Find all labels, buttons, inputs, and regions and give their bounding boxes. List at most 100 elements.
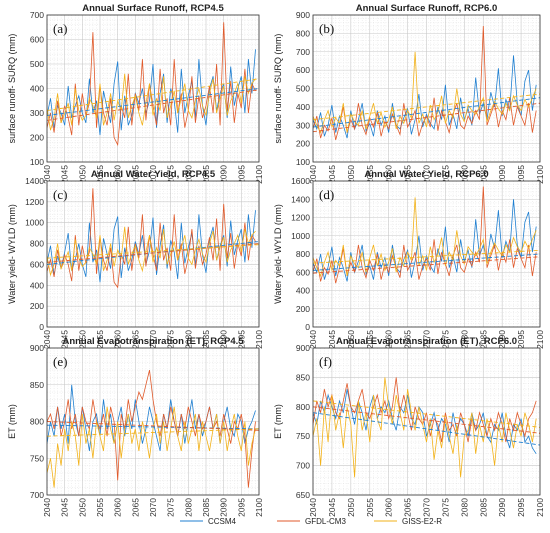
trend-line-giss-e2-r bbox=[313, 93, 540, 121]
y-tick-label: 800 bbox=[30, 239, 44, 249]
y-tick-label: 1400 bbox=[25, 176, 44, 186]
x-tick-label: 2085 bbox=[478, 498, 488, 517]
x-tick-label: 2100 bbox=[535, 330, 545, 349]
series-group bbox=[313, 186, 540, 284]
x-tick-label: 2050 bbox=[77, 330, 87, 349]
y-axis-label: surface runoff- SURQ (mm) bbox=[273, 34, 283, 144]
x-tick-label: 2095 bbox=[516, 498, 526, 517]
y-tick-label: 1000 bbox=[291, 231, 310, 241]
y-axis-label: Water yield- WYLD (mm) bbox=[273, 204, 283, 304]
trend-line-giss-e2-r bbox=[47, 428, 259, 437]
legend: CCSM4 GFDL-CM3 GISS-E2-R bbox=[180, 517, 442, 526]
x-tick-label: 2095 bbox=[516, 165, 526, 184]
x-tick-label: 2040 bbox=[42, 498, 52, 517]
x-tick-label: 2070 bbox=[422, 498, 432, 517]
chart-panel-c: 0 200 400 600 800 1000 1200 1400 2040 2045 2050 205… bbox=[7, 169, 264, 349]
panel-title: Annual Water Yield, RCP6.0 bbox=[364, 169, 488, 180]
trend-line-giss-e2-r bbox=[313, 249, 540, 264]
y-tick-label: 200 bbox=[30, 133, 44, 143]
x-tick-label: 2080 bbox=[459, 498, 469, 517]
y-tick-label: 0 bbox=[39, 322, 44, 332]
chart-panel-e: 700 750 800 850 900 2040 2045 2050 2055 2060 2065 2… bbox=[7, 336, 264, 517]
y-tick-label: 800 bbox=[296, 402, 310, 412]
y-tick-label: 900 bbox=[296, 10, 310, 20]
y-tick-label: 700 bbox=[30, 10, 44, 20]
trend-line-gfdl-cm3 bbox=[313, 102, 540, 133]
chart-panel-a: 100 200 300 400 500 600 700 2040 2045 2050 2055 206… bbox=[7, 3, 264, 184]
x-tick-label: 2040 bbox=[308, 165, 318, 184]
x-tick-label: 2045 bbox=[60, 498, 70, 517]
y-tick-label: 100 bbox=[30, 157, 44, 167]
y-tick-label: 300 bbox=[30, 108, 44, 118]
x-tick-label: 2055 bbox=[95, 330, 105, 349]
y-tick-label: 500 bbox=[296, 84, 310, 94]
chart-panel-f: 650 700 750 800 850 900 2040 2045 2050 2055 2060 20… bbox=[273, 336, 545, 517]
x-tick-label: 2095 bbox=[236, 165, 246, 184]
axes-box bbox=[46, 347, 260, 496]
series-line-gfdl-cm3 bbox=[313, 377, 537, 443]
y-tick-label: 300 bbox=[296, 120, 310, 130]
y-tick-label: 200 bbox=[296, 304, 310, 314]
axes-box bbox=[46, 180, 260, 328]
y-tick-label: 200 bbox=[296, 139, 310, 149]
y-tick-label: 100 bbox=[296, 157, 310, 167]
series-line-giss-e2-r bbox=[313, 51, 537, 134]
y-tick-label: 200 bbox=[30, 301, 44, 311]
series-line-gfdl-cm3 bbox=[47, 370, 256, 488]
x-tick-label: 2100 bbox=[254, 330, 264, 349]
x-tick-label: 2040 bbox=[308, 330, 318, 349]
trend-line-ccsm4 bbox=[313, 412, 540, 446]
x-tick-label: 2045 bbox=[327, 165, 337, 184]
y-axis-label: ET (mm) bbox=[273, 404, 283, 439]
x-tick-label: 2080 bbox=[459, 330, 469, 349]
series-line-giss-e2-r bbox=[47, 226, 256, 277]
trend-line-gfdl-cm3 bbox=[313, 256, 540, 274]
x-tick-label: 2060 bbox=[113, 330, 123, 349]
x-tick-label: 2050 bbox=[77, 498, 87, 517]
x-tick-label: 2045 bbox=[60, 165, 70, 184]
panel-label: (e) bbox=[53, 354, 67, 369]
x-tick-label: 2085 bbox=[201, 498, 211, 517]
x-tick-label: 2050 bbox=[77, 165, 87, 184]
x-tick-label: 2085 bbox=[201, 165, 211, 184]
y-tick-label: 750 bbox=[296, 431, 310, 441]
x-tick-label: 2090 bbox=[219, 498, 229, 517]
series-line-gfdl-cm3 bbox=[47, 188, 256, 289]
legend-item-gfdl-cm3: GFDL-CM3 bbox=[277, 517, 346, 526]
x-tick-label: 2040 bbox=[42, 165, 52, 184]
axes-box bbox=[312, 14, 541, 163]
x-tick-label: 2045 bbox=[327, 330, 337, 349]
y-tick-label: 600 bbox=[296, 65, 310, 75]
x-tick-label: 2075 bbox=[440, 498, 450, 517]
series-group bbox=[47, 370, 259, 488]
legend-label: GISS-E2-R bbox=[402, 517, 442, 526]
x-tick-label: 2055 bbox=[365, 498, 375, 517]
x-tick-label: 2070 bbox=[148, 498, 158, 517]
x-tick-label: 2070 bbox=[422, 165, 432, 184]
y-tick-label: 0 bbox=[305, 322, 310, 332]
x-tick-label: 2100 bbox=[254, 498, 264, 517]
x-tick-label: 2060 bbox=[384, 330, 394, 349]
x-tick-label: 2060 bbox=[113, 498, 123, 517]
panels-container: 100 200 300 400 500 600 700 2040 2045 2050 2055 206… bbox=[7, 3, 545, 517]
x-tick-label: 2065 bbox=[130, 330, 140, 349]
panel-title: Annual Evapotranspiration (ET), RCP4.5 bbox=[62, 336, 244, 347]
series-line-ccsm4 bbox=[47, 49, 256, 136]
y-tick-label: 850 bbox=[30, 380, 44, 390]
y-tick-label: 850 bbox=[296, 372, 310, 382]
x-tick-label: 2075 bbox=[166, 330, 176, 349]
x-tick-label: 2090 bbox=[219, 330, 229, 349]
x-tick-label: 2090 bbox=[219, 165, 229, 184]
x-tick-label: 2085 bbox=[478, 330, 488, 349]
trend-line-ccsm4 bbox=[313, 253, 540, 271]
x-tick-label: 2050 bbox=[346, 498, 356, 517]
axes-box bbox=[46, 14, 260, 163]
trend-line-ccsm4 bbox=[47, 88, 259, 116]
x-tick-label: 2075 bbox=[440, 165, 450, 184]
y-tick-label: 400 bbox=[296, 102, 310, 112]
trend-line-giss-e2-r bbox=[313, 400, 540, 428]
x-tick-label: 2055 bbox=[95, 165, 105, 184]
y-axis-label: ET (mm) bbox=[7, 404, 17, 439]
y-tick-label: 600 bbox=[30, 259, 44, 269]
x-tick-label: 2100 bbox=[535, 498, 545, 517]
